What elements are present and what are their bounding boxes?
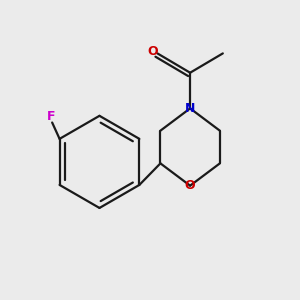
Text: F: F [47, 110, 56, 123]
Text: O: O [185, 179, 195, 192]
Text: N: N [185, 102, 195, 115]
Text: O: O [148, 45, 158, 58]
